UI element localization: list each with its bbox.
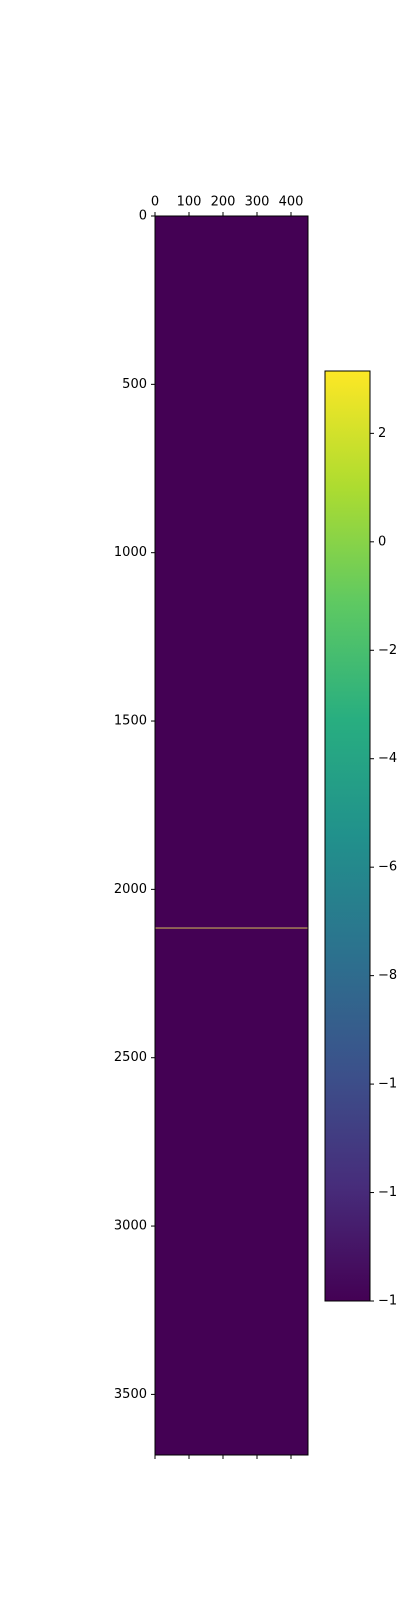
y-tick-label: 2000 [114,882,147,897]
y-tick-label: 3500 [114,1387,147,1402]
y-tick-label: 2500 [114,1050,147,1065]
colorbar-tick-label: −2 [378,643,397,658]
x-tick-label: 200 [211,195,236,210]
colorbar-tick-label: −1 [378,1185,397,1200]
colorbar-tick-label: −8 [378,968,397,983]
colorbar-tick-label: 0 [378,534,386,549]
colorbar-tick-label: −1 [378,1077,397,1092]
y-tick-label: 3000 [114,1219,147,1234]
x-tick-label: 300 [245,195,270,210]
colorbar-tick-label: −4 [378,751,397,766]
y-tick-label: 1000 [114,545,147,560]
colorbar-tick-label: −1 [378,1294,397,1309]
x-tick-label: 0 [151,195,159,210]
y-tick-label: 0 [139,209,147,224]
heatmap-band [155,216,308,928]
heatmap-band [155,927,308,929]
colorbar-tick-label: 2 [378,426,386,441]
colorbar [324,370,371,1302]
colorbar-tick-label: −6 [378,860,397,875]
y-tick-label: 1500 [114,714,147,729]
y-tick-label: 500 [122,377,147,392]
heatmap-band [155,928,308,1455]
x-tick-label: 400 [279,195,304,210]
axes-frame [154,215,309,1456]
x-tick-label: 100 [177,195,202,210]
